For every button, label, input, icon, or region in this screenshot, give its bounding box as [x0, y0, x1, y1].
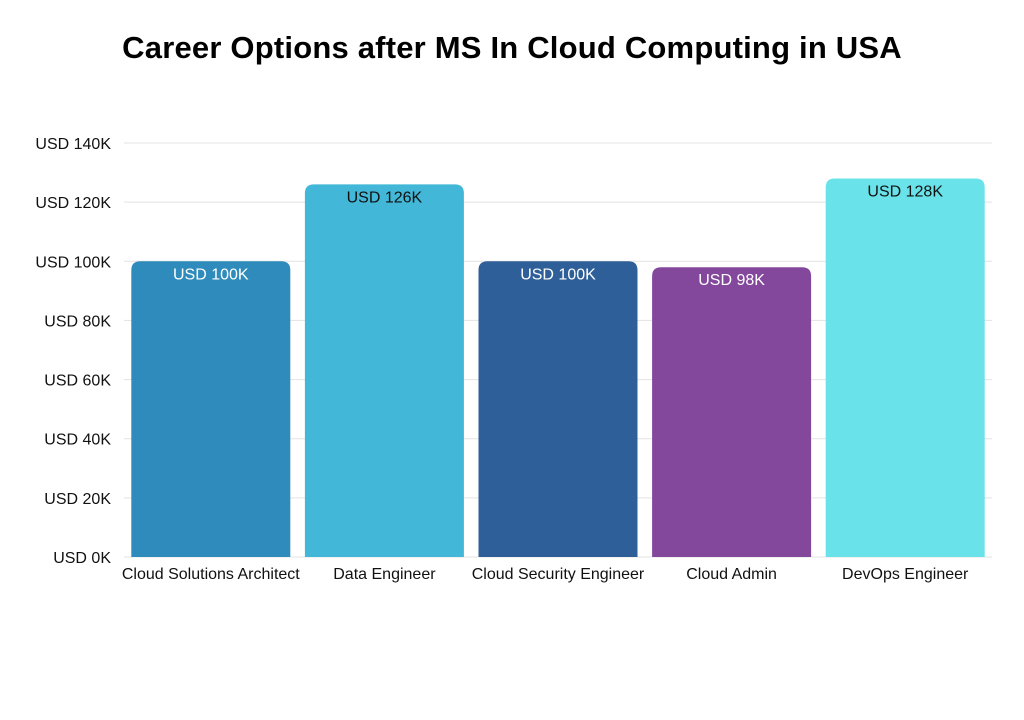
y-tick-label: USD 20K — [44, 491, 111, 508]
x-axis-categories: Cloud Solutions Architect Data Engineer Cl… — [122, 566, 969, 583]
bar — [131, 261, 291, 557]
y-tick-label: USD 60K — [44, 373, 111, 390]
x-category-label: Cloud Security Engineer — [472, 566, 645, 583]
x-category-label: Cloud Solutions Architect — [122, 566, 300, 583]
x-category-label: Cloud Admin — [686, 566, 777, 583]
bars — [131, 178, 985, 557]
y-tick-label: USD 100K — [35, 254, 111, 271]
data-labels: USD 100K USD 126K USD 100K USD 98K USD 128K — [173, 183, 943, 289]
bar-data-label: USD 100K — [520, 266, 596, 283]
bar-data-label: USD 100K — [173, 266, 249, 283]
x-category-label: DevOps Engineer — [842, 566, 969, 583]
bar-data-label: USD 126K — [347, 189, 423, 206]
chart-title: Career Options after MS In Cloud Computi… — [122, 30, 902, 65]
bar — [652, 267, 812, 557]
bar — [304, 184, 464, 557]
bar — [478, 261, 638, 557]
y-tick-label: USD 0K — [53, 550, 111, 567]
y-axis-ticks: USD 0K USD 20K USD 40K USD 60K USD 80K USD 10… — [35, 136, 111, 567]
y-tick-label: USD 80K — [44, 313, 111, 330]
bar-data-label: USD 98K — [698, 272, 765, 289]
bar — [825, 178, 985, 557]
y-tick-label: USD 120K — [35, 195, 111, 212]
y-tick-label: USD 40K — [44, 432, 111, 449]
x-category-label: Data Engineer — [333, 566, 436, 583]
y-tick-label: USD 140K — [35, 136, 111, 153]
bar-data-label: USD 128K — [867, 183, 943, 200]
